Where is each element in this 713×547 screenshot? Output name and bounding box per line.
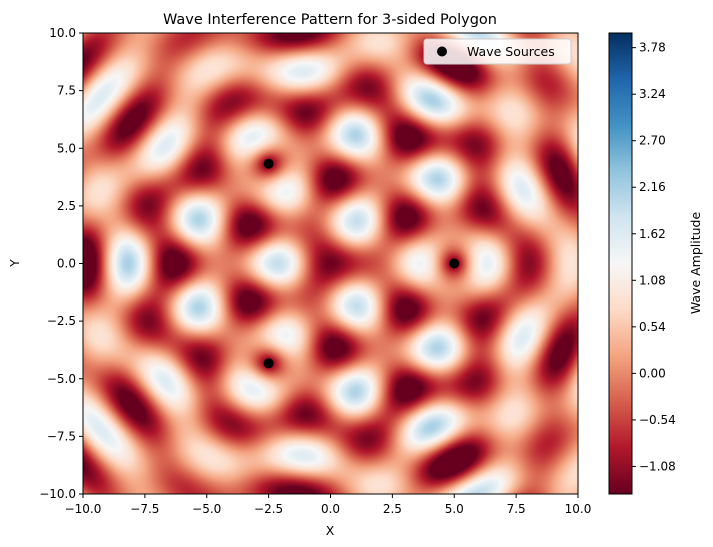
colorbar-gradient (609, 33, 632, 494)
x-tick-label: −7.5 (130, 502, 159, 516)
x-tick-label: −5.0 (192, 502, 221, 516)
x-axis: −10.0 −7.5 −5.0 −2.5 0.0 2.5 5.0 7.5 10.0 (65, 494, 592, 516)
y-axis: −10.0 −7.5 −5.0 −2.5 0.0 2.5 5.0 7.5 10.0 (39, 26, 83, 501)
x-tick-label: 10.0 (565, 502, 592, 516)
y-tick-label: −7.5 (47, 429, 76, 443)
x-tick-label: 0.0 (321, 502, 340, 516)
colorbar-tick-label: 0.00 (639, 366, 666, 380)
chart-title: Wave Interference Pattern for 3-sided Po… (163, 12, 497, 28)
y-tick-label: −10.0 (39, 487, 76, 501)
wave-source-point-3 (263, 358, 274, 369)
y-tick-label: 7.5 (57, 84, 76, 98)
x-tick-label: −10.0 (65, 502, 102, 516)
legend-box (423, 38, 572, 65)
x-tick-label: 2.5 (383, 502, 402, 516)
legend-marker-wave-sources (437, 46, 447, 57)
heatmap-surface (83, 33, 578, 494)
y-tick-label: −5.0 (47, 372, 76, 386)
colorbar-tick-label: −0.54 (639, 413, 676, 427)
y-tick-label: 2.5 (57, 199, 76, 213)
legend: Wave Sources (423, 38, 572, 65)
wave-source-point-1 (449, 258, 460, 269)
x-axis-label: X (326, 523, 335, 538)
colorbar-tick-label: 1.62 (639, 227, 666, 241)
wave-sources (263, 158, 460, 369)
x-tick-label: −2.5 (254, 502, 283, 516)
colorbar-frame (608, 32, 633, 495)
colorbar-tick-label: 1.08 (639, 273, 666, 287)
chart-title-group: Wave Interference Pattern for 3-sided Po… (163, 12, 497, 28)
y-tick-label: 5.0 (57, 141, 76, 155)
colorbar-tick-label: 3.78 (639, 41, 666, 55)
heatmap (83, 33, 578, 494)
colorbar-tick-label: −1.08 (639, 459, 676, 473)
colorbar: −1.08 −0.54 0.00 0.54 1.08 1.62 2.16 2.70 3.24 3.… (608, 32, 703, 495)
x-tick-label: 5.0 (445, 502, 464, 516)
y-axis-label: Y (7, 259, 22, 268)
colorbar-tick-label: 0.54 (639, 320, 666, 334)
y-tick-label: 0.0 (57, 257, 76, 271)
y-tick-label: −2.5 (47, 314, 76, 328)
colorbar-label: Wave Amplitude (688, 212, 703, 315)
colorbar-ticks: −1.08 −0.54 0.00 0.54 1.08 1.62 2.16 2.70 3.24 3.… (632, 41, 676, 473)
x-tick-label: 7.5 (507, 502, 526, 516)
y-tick-label: 10.0 (49, 26, 76, 40)
legend-label-wave-sources: Wave Sources (467, 44, 555, 59)
colorbar-tick-label: 2.16 (639, 180, 666, 194)
wave-source-point-2 (263, 158, 274, 169)
colorbar-tick-label: 2.70 (639, 134, 666, 148)
colorbar-tick-label: 3.24 (639, 87, 666, 101)
